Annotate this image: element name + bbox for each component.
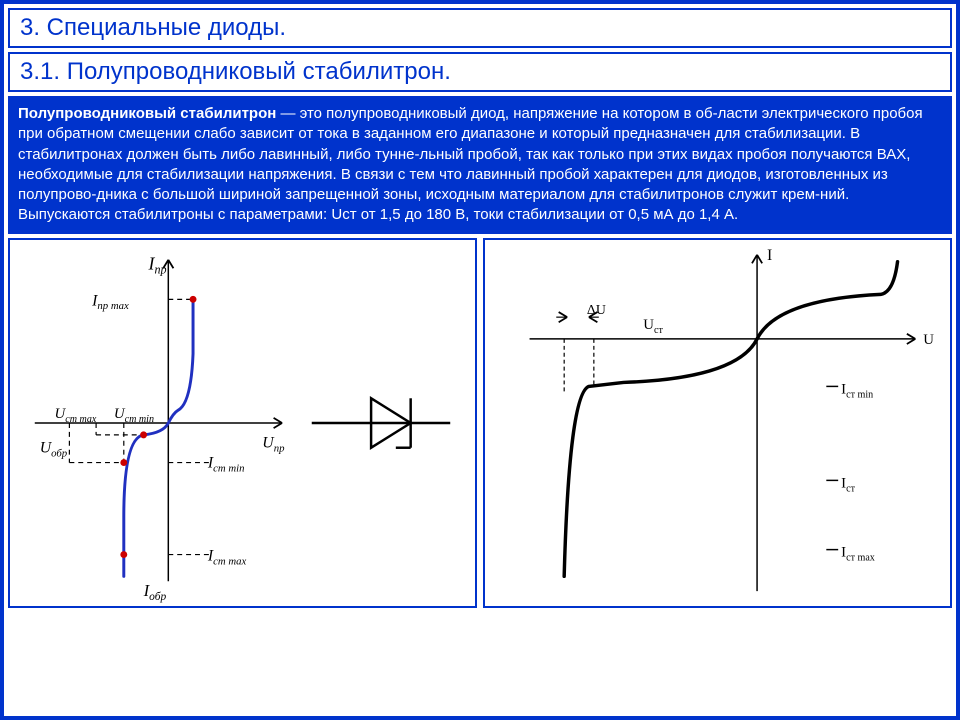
svg-text:Iст min: Iст min: [841, 381, 873, 400]
definition-term: Полупроводниковый стабилитрон: [18, 105, 276, 122]
svg-text:Uобр: Uобр: [40, 439, 68, 459]
svg-text:I: I: [767, 246, 772, 263]
svg-text:Iпр max: Iпр max: [91, 292, 129, 312]
section-title-2: 3.1. Полупроводниковый стабилитрон.: [8, 52, 952, 92]
definition-body: — это полупроводниковый диод, напряжение…: [18, 105, 923, 223]
svg-text:Iст max: Iст max: [841, 544, 875, 563]
diagram-row: Iпр Iпр max Uст max Uст min Uобр Iст min Uпр Iс…: [8, 238, 952, 608]
definition-panel: Полупроводниковый стабилитрон — это полу…: [8, 96, 952, 234]
iv-curve-right: I U ΔU Uст Iст min Iст Iст max: [483, 238, 952, 608]
svg-text:Iпр: Iпр: [148, 253, 167, 276]
svg-text:Uст: Uст: [643, 317, 663, 336]
svg-text:Uпр: Uпр: [262, 434, 285, 454]
svg-text:Iст: Iст: [841, 475, 855, 494]
svg-text:Iобр: Iобр: [143, 581, 167, 603]
svg-text:Iст max: Iст max: [207, 547, 247, 567]
svg-text:U: U: [923, 331, 934, 347]
section-title-1: 3. Специальные диоды.: [8, 8, 952, 48]
svg-text:Uст min: Uст min: [114, 406, 154, 425]
iv-curve-left: Iпр Iпр max Uст max Uст min Uобр Iст min Uпр Iс…: [8, 238, 477, 608]
svg-text:ΔU: ΔU: [587, 302, 606, 317]
svg-text:Uст max: Uст max: [55, 406, 97, 425]
svg-text:Iст min: Iст min: [207, 454, 245, 474]
